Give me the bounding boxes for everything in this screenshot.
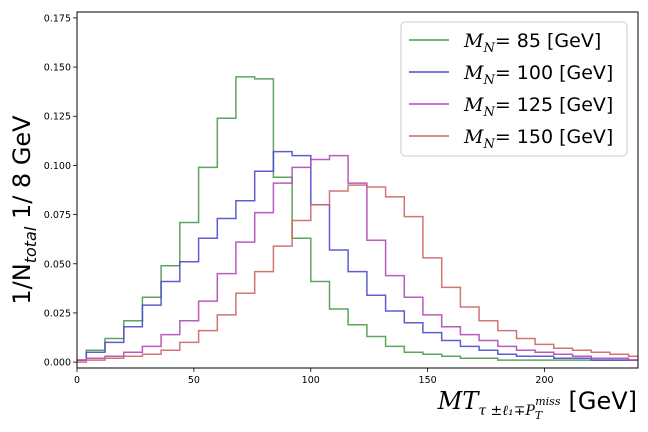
series-line-2 xyxy=(77,154,638,361)
legend-label-main: M xyxy=(463,94,484,116)
legend-label-main: M xyxy=(463,126,484,148)
legend-label-0: MN= 85 [GeV] xyxy=(463,30,601,56)
legend-label-rest: = 100 [GeV] xyxy=(495,62,614,84)
legend-label-main: M xyxy=(463,62,484,84)
x-tick-label: 100 xyxy=(302,375,320,386)
x-ticks: 0 50 100 150 200 xyxy=(74,368,554,386)
legend: MN= 85 [GeV]MN= 100 [GeV]MN= 125 [GeV]MN… xyxy=(400,21,628,157)
series-lines xyxy=(77,76,638,363)
series-line-1 xyxy=(77,150,638,361)
y-tick-label: 0.125 xyxy=(44,112,71,123)
x-tick-label: 0 xyxy=(74,375,80,386)
y-ticks: 0.000 0.025 0.050 0.075 0.100 0.125 0.150 0.175 xyxy=(44,13,77,369)
series-line-3 xyxy=(77,184,638,363)
legend-label-sub: N xyxy=(482,105,495,120)
y-tick-label: 0.000 xyxy=(44,358,71,369)
y-tick-label: 0.150 xyxy=(44,63,71,74)
x-axis-title-main: MT xyxy=(437,387,481,415)
x-axis-title-subsub: T xyxy=(535,409,544,422)
y-axis-title: 1/Ntotal 1/ 8 GeV xyxy=(8,115,40,305)
legend-box xyxy=(400,21,628,157)
x-axis-title-subsup: miss xyxy=(535,395,561,408)
legend-label-2: MN= 125 [GeV] xyxy=(463,94,613,120)
legend-label-main: M xyxy=(463,30,484,52)
legend-label-rest: = 85 [GeV] xyxy=(495,30,601,52)
x-axis-title-sub: τ ±ℓ₁∓P xyxy=(478,403,535,419)
x-tick-label: 200 xyxy=(535,375,553,386)
x-tick-label: 150 xyxy=(419,375,437,386)
legend-label-sub: N xyxy=(482,137,495,152)
x-axis-title: MTτ ±ℓ₁∓PTmiss [GeV] xyxy=(437,387,637,422)
y-tick-label: 0.050 xyxy=(44,259,71,270)
y-axis-title-main: 1/N xyxy=(8,263,36,304)
legend-label-sub: N xyxy=(482,41,495,56)
plot-frame xyxy=(76,11,639,369)
legend-label-rest: = 125 [GeV] xyxy=(495,94,614,116)
y-axis-title-sub: total xyxy=(21,226,40,263)
legend-label-3: MN= 150 [GeV] xyxy=(463,126,613,152)
y-tick-label: 0.175 xyxy=(44,13,71,24)
x-tick-label: 50 xyxy=(188,375,200,386)
legend-label-sub: N xyxy=(482,73,495,88)
y-tick-label: 0.025 xyxy=(44,308,71,319)
y-tick-label: 0.075 xyxy=(44,210,71,221)
series-line-0 xyxy=(77,76,638,361)
legend-label-1: MN= 100 [GeV] xyxy=(463,62,613,88)
legend-label-rest: = 150 [GeV] xyxy=(495,126,614,148)
y-axis-title-rest: 1/ 8 GeV xyxy=(8,115,36,227)
y-tick-label: 0.100 xyxy=(44,161,71,172)
x-axis-title-unit: [GeV] xyxy=(568,387,637,415)
